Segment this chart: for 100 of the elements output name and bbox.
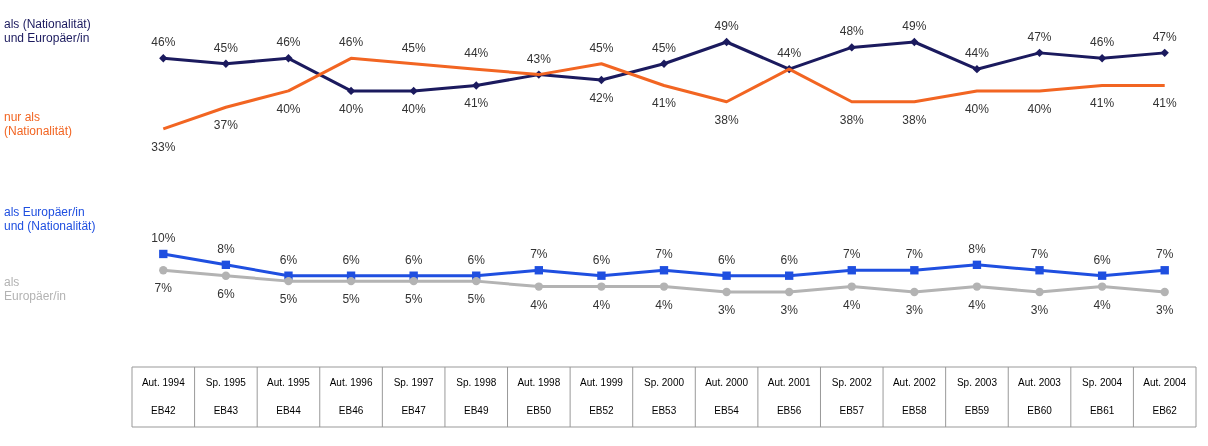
data-label: 4%	[843, 297, 861, 312]
point	[722, 37, 731, 47]
data-label: 8%	[217, 241, 235, 256]
data-label: 33%	[151, 139, 176, 154]
point	[847, 266, 856, 275]
data-label: 44%	[777, 46, 802, 61]
point	[1035, 266, 1044, 275]
data-label: 46%	[1090, 35, 1115, 50]
category-label: Aut. 2004 EB62	[1143, 377, 1187, 416]
data-label: 3%	[905, 303, 924, 317]
data-label: 6%	[342, 252, 361, 267]
point	[409, 86, 418, 96]
point	[784, 271, 794, 280]
point	[722, 271, 731, 280]
point	[910, 287, 919, 297]
data-label: 7%	[1156, 247, 1174, 262]
data-label: 6%	[1093, 252, 1112, 267]
point	[972, 282, 982, 291]
data-label: 40%	[401, 101, 426, 116]
category-label: Aut. 1995 EB44	[267, 377, 310, 416]
point	[1160, 266, 1169, 275]
point	[346, 276, 356, 286]
point	[534, 282, 544, 291]
point	[972, 64, 982, 74]
data-label: 46%	[339, 35, 364, 50]
point	[221, 271, 231, 280]
data-label: 40%	[276, 101, 301, 116]
category-label: Sp. 2000 EB53	[643, 377, 685, 416]
data-label: 41%	[1152, 96, 1178, 111]
data-label: 3%	[1156, 303, 1174, 317]
category-label: Aut. 2003 EB60	[1018, 377, 1061, 416]
text: als (Nationalität) und Europäer/in	[4, 17, 91, 46]
data-label: 7%	[530, 247, 548, 262]
category-label: Aut. 1994 EB42	[141, 377, 185, 416]
data-label: 4%	[968, 297, 986, 312]
data-label: 6%	[780, 252, 799, 267]
point	[159, 249, 168, 259]
data-label: 5%	[279, 292, 298, 307]
category-label: Sp. 2003 EB59	[956, 377, 997, 416]
data-label: 37%	[213, 118, 239, 133]
point	[784, 287, 794, 297]
data-label: 41%	[1090, 96, 1115, 111]
category-label: Sp. 1995 EB43	[205, 377, 246, 416]
category-label: Aut. 2002 EB58	[892, 377, 936, 416]
data-label: 10%	[151, 230, 176, 245]
point	[597, 282, 606, 291]
point	[1035, 48, 1044, 58]
point	[847, 43, 856, 52]
point	[659, 266, 669, 275]
point	[722, 287, 731, 297]
data-label: 6%	[279, 252, 298, 267]
data-label: 4%	[1093, 297, 1112, 312]
data-label: 45%	[401, 40, 426, 55]
point	[597, 271, 606, 280]
data-label: 6%	[717, 252, 736, 267]
point	[284, 54, 293, 63]
point	[472, 276, 481, 286]
data-label: 38%	[902, 112, 927, 127]
text: als Europäer/in	[4, 275, 67, 304]
data-label: 49%	[714, 19, 739, 33]
point	[597, 75, 606, 85]
category-label: Sp. 2002 EB57	[831, 377, 872, 416]
data-label: 41%	[464, 96, 489, 111]
data-label: 5%	[342, 292, 361, 307]
point	[409, 276, 418, 286]
data-label: 3%	[717, 303, 736, 317]
point	[1160, 48, 1169, 58]
point	[1035, 287, 1044, 297]
data-label: 40%	[964, 101, 990, 116]
data-label: 5%	[467, 292, 486, 307]
text: nur als (Nationalität)	[4, 109, 73, 138]
data-label: 4%	[530, 297, 548, 312]
point	[472, 81, 481, 90]
point	[1097, 54, 1107, 63]
data-label: 42%	[589, 91, 614, 106]
data-label: 45%	[213, 40, 239, 55]
data-label: 3%	[1030, 303, 1049, 317]
data-label: 46%	[151, 35, 176, 50]
data-label: 45%	[589, 40, 614, 55]
point	[847, 282, 856, 291]
data-label: 7%	[154, 281, 173, 296]
data-label: 40%	[339, 101, 364, 116]
data-label: 3%	[780, 303, 799, 317]
data-label: 49%	[902, 19, 927, 33]
point	[910, 37, 919, 47]
data-label: 43%	[526, 51, 552, 66]
data-label: 44%	[464, 46, 489, 61]
data-label: 38%	[714, 112, 739, 127]
category-label: Aut. 1998 EB50	[517, 377, 561, 416]
data-label: 4%	[592, 297, 611, 312]
data-label: 47%	[1152, 29, 1178, 44]
data-label: 7%	[905, 247, 924, 262]
data-label: 47%	[1027, 29, 1052, 44]
text: als Europäer/in und (Nationalität)	[4, 204, 96, 233]
category-label: Aut. 1999 EB52	[580, 377, 623, 416]
point	[659, 282, 669, 291]
point	[910, 266, 919, 275]
point	[1160, 287, 1169, 297]
data-label: 41%	[651, 96, 677, 111]
point	[159, 266, 168, 275]
